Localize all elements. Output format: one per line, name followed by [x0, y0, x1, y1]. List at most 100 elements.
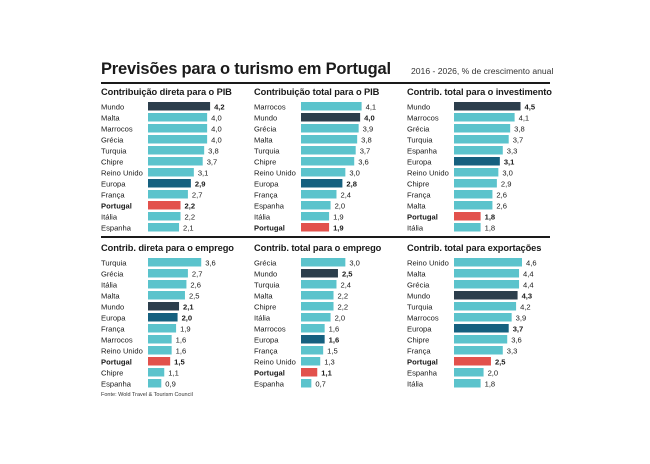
category-label-franca: França	[101, 324, 125, 333]
bar-mundo	[301, 113, 361, 122]
category-label-grecia: Grécia	[101, 269, 124, 278]
bar-grecia	[454, 280, 520, 289]
chart-total-employment-plot: Grécia 3,0 Mundo 2,5 Turquia 2,4 Malta 2,2 Chipr…	[254, 258, 360, 388]
bar-franca	[454, 190, 493, 199]
bar-espanha	[454, 146, 503, 155]
value-label-espanha: 0,9	[165, 379, 176, 388]
category-label-europa: Europa	[101, 313, 126, 322]
value-label-malta: 2,6	[496, 201, 507, 210]
category-label-grecia: Grécia	[101, 135, 124, 144]
value-label-reino-unido: 3,0	[502, 168, 513, 177]
value-label-marrocos: 4,1	[519, 113, 530, 122]
bar-reino-unido	[301, 357, 321, 366]
value-label-italia: 2,2	[185, 212, 196, 221]
category-label-europa: Europa	[254, 179, 279, 188]
category-label-italia: Itália	[101, 280, 118, 289]
value-label-turquia: 4,2	[520, 302, 531, 311]
bar-grecia	[148, 135, 208, 144]
bar-mundo	[454, 102, 521, 111]
category-label-espanha: Espanha	[101, 379, 132, 388]
category-label-italia: Itália	[407, 223, 424, 232]
value-label-marrocos: 3,9	[516, 313, 527, 322]
bar-reino-unido	[301, 168, 346, 177]
category-label-mundo: Mundo	[254, 269, 277, 278]
category-label-mundo: Mundo	[101, 102, 124, 111]
chart-direct-employment-plot: Turquia 3,6 Grécia 2,7 Itália 2,6 Malta 2,5 Mund…	[101, 258, 216, 388]
category-label-reino-unido: Reino Unido	[101, 346, 143, 355]
chart-total-gdp-plot: Marrocos 4,1 Mundo 4,0 Grécia 3,9 Malta 3,8 Turq…	[254, 102, 377, 232]
value-label-marrocos: 4,1	[366, 102, 377, 111]
value-label-franca: 2,6	[496, 190, 507, 199]
page-subtitle: 2016 - 2026, % de crescimento anual	[411, 66, 554, 76]
category-label-turquia: Turquia	[101, 146, 127, 155]
value-label-reino-unido: 1,3	[324, 357, 335, 366]
category-label-franca: França	[407, 190, 431, 199]
value-label-malta: 4,0	[211, 113, 222, 122]
value-label-portugal: 1,9	[333, 223, 344, 232]
value-label-italia: 1,8	[485, 223, 496, 232]
chart-title: Contribuição total para o PIB	[254, 87, 380, 97]
chart-total-exports-plot: Reino Unido 4,6 Malta 4,4 Grécia 4,4 Mundo 4,3 T…	[407, 258, 537, 388]
category-label-grecia: Grécia	[254, 258, 277, 267]
value-label-italia: 2,6	[190, 280, 201, 289]
value-label-italia: 1,8	[485, 379, 496, 388]
bar-europa	[454, 324, 509, 333]
category-label-chipre: Chipre	[407, 335, 429, 344]
value-label-marrocos: 4,0	[211, 124, 222, 133]
chart-title: Contrib. direta para o emprego	[101, 243, 234, 253]
category-label-turquia: Turquia	[101, 258, 127, 267]
bar-espanha	[301, 201, 331, 210]
bar-grecia	[454, 124, 511, 133]
bar-malta	[148, 113, 208, 122]
bar-malta	[148, 291, 185, 300]
bar-reino-unido	[148, 346, 172, 355]
bar-espanha	[454, 368, 484, 377]
value-label-portugal: 1,8	[485, 212, 496, 221]
bar-chipre	[301, 157, 355, 166]
category-label-mundo: Mundo	[407, 102, 430, 111]
value-label-europa: 1,6	[329, 335, 340, 344]
value-label-europa: 2,0	[182, 313, 193, 322]
value-label-europa: 2,9	[195, 179, 206, 188]
category-label-mundo: Mundo	[101, 302, 124, 311]
bar-marrocos	[148, 124, 208, 133]
category-label-reino-unido: Reino Unido	[101, 168, 143, 177]
chart-title: Contribuição direta para o PIB	[101, 87, 232, 97]
value-label-europa: 2,8	[346, 179, 357, 188]
bar-reino-unido	[454, 258, 522, 267]
bar-chipre	[454, 335, 508, 344]
category-label-grecia: Grécia	[407, 124, 430, 133]
value-label-espanha: 3,3	[507, 146, 518, 155]
category-label-franca: França	[407, 346, 431, 355]
bar-franca	[301, 190, 337, 199]
bar-franca	[454, 346, 503, 355]
value-label-turquia: 3,7	[360, 146, 371, 155]
bar-turquia	[454, 135, 509, 144]
bar-italia	[454, 223, 481, 232]
category-label-marrocos: Marrocos	[407, 113, 439, 122]
category-label-marrocos: Marrocos	[407, 313, 439, 322]
category-label-malta: Malta	[254, 291, 273, 300]
category-label-portugal: Portugal	[101, 201, 132, 210]
category-label-marrocos: Marrocos	[254, 102, 286, 111]
category-label-espanha: Espanha	[101, 223, 132, 232]
category-label-italia: Itália	[254, 212, 271, 221]
value-label-portugal: 2,2	[185, 201, 196, 210]
category-label-espanha: Espanha	[407, 368, 438, 377]
bar-grecia	[301, 258, 346, 267]
value-label-malta: 4,4	[523, 269, 534, 278]
category-label-chipre: Chipre	[407, 179, 429, 188]
bar-europa	[454, 157, 500, 166]
value-label-grecia: 3,9	[363, 124, 374, 133]
bar-portugal	[148, 357, 171, 366]
bar-grecia	[301, 124, 359, 133]
bar-reino-unido	[148, 168, 194, 177]
category-label-espanha: Espanha	[407, 146, 438, 155]
bar-marrocos	[148, 335, 172, 344]
category-label-chipre: Chipre	[101, 157, 123, 166]
category-label-portugal: Portugal	[407, 357, 438, 366]
bar-malta	[454, 201, 493, 210]
bar-marrocos	[301, 102, 362, 111]
value-label-grecia: 3,0	[349, 258, 360, 267]
bar-turquia	[301, 146, 356, 155]
